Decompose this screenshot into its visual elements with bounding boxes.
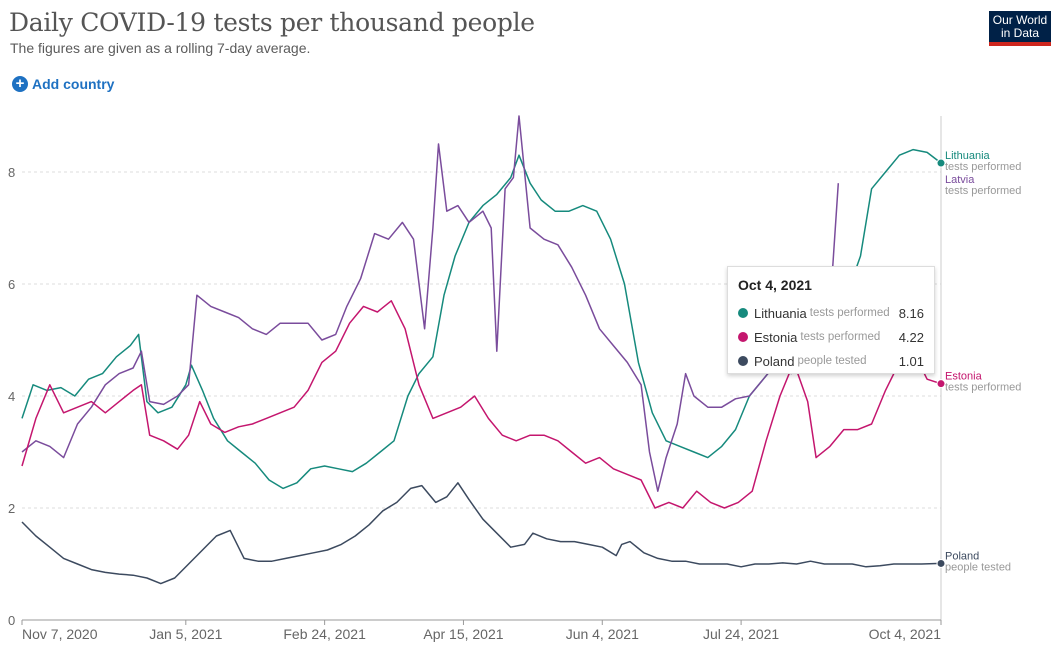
x-tick-label: Jun 4, 2021 bbox=[566, 626, 639, 642]
legend-dot-icon bbox=[738, 308, 748, 318]
grid-lines bbox=[22, 116, 942, 620]
y-tick-label: 0 bbox=[8, 613, 15, 628]
end-label-metric: tests performed bbox=[945, 382, 1021, 394]
tooltip-value: 8.16 bbox=[898, 305, 924, 321]
end-label-poland: Poland bbox=[945, 550, 979, 562]
end-label-latvia: Latvia bbox=[945, 174, 975, 186]
add-country-button[interactable]: + Add country bbox=[12, 76, 114, 92]
end-label-metric: people tested bbox=[945, 561, 1011, 573]
tooltip-value: 1.01 bbox=[898, 353, 924, 369]
plus-circle-icon: + bbox=[12, 76, 28, 92]
tooltip-metric: tests performed bbox=[809, 307, 890, 319]
chart-subtitle: The figures are given as a rolling 7-day… bbox=[10, 40, 311, 56]
y-tick-label: 2 bbox=[8, 501, 15, 516]
logo-line-2: in Data bbox=[1000, 26, 1040, 40]
x-tick-label: Feb 24, 2021 bbox=[283, 626, 366, 642]
y-tick-label: 8 bbox=[8, 165, 15, 180]
x-tick-label: Apr 15, 2021 bbox=[423, 626, 503, 642]
tooltip-row-lithuania: Lithuania tests performed 8.16 bbox=[738, 301, 924, 325]
end-label-lithuania: Lithuania bbox=[945, 150, 991, 162]
x-tick-label: Jul 24, 2021 bbox=[703, 626, 779, 642]
series-end-marker-lithuania bbox=[936, 158, 946, 168]
tooltip-value: 4.22 bbox=[898, 329, 924, 345]
add-country-label: Add country bbox=[32, 76, 115, 92]
owid-logo[interactable]: Our World in Data bbox=[989, 11, 1051, 46]
tooltip-metric: people tested bbox=[797, 355, 867, 367]
y-tick-label: 6 bbox=[8, 277, 15, 292]
series-end-marker-poland bbox=[936, 558, 946, 568]
tooltip-date: Oct 4, 2021 bbox=[738, 277, 812, 293]
tooltip-row-poland: Poland people tested 1.01 bbox=[738, 349, 924, 373]
end-label-metric: tests performed bbox=[945, 185, 1021, 197]
tooltip-country: Lithuania bbox=[754, 305, 807, 321]
end-label-estonia: Estonia bbox=[945, 371, 983, 383]
end-label-metric: tests performed bbox=[945, 161, 1021, 173]
tooltip-metric: tests performed bbox=[800, 331, 881, 343]
series-line-poland bbox=[21, 482, 942, 585]
x-tick-label: Jan 5, 2021 bbox=[149, 626, 222, 642]
x-tick-label: Oct 4, 2021 bbox=[869, 626, 942, 642]
legend-dot-icon bbox=[738, 356, 748, 366]
x-tick-label: Nov 7, 2020 bbox=[22, 626, 98, 642]
tooltip-country: Poland bbox=[754, 353, 795, 369]
series-end-marker-estonia bbox=[936, 379, 946, 389]
logo-line-1: Our World bbox=[992, 13, 1048, 27]
tooltip-row-estonia: Estonia tests performed 4.22 bbox=[738, 325, 924, 349]
chart-title: Daily COVID-19 tests per thousand people bbox=[9, 8, 535, 37]
hover-tooltip: Oct 4, 2021 Lithuania tests performed 8.… bbox=[727, 266, 935, 374]
y-tick-label: 4 bbox=[8, 389, 15, 404]
legend-dot-icon bbox=[738, 332, 748, 342]
axes: 0 2 4 6 8 Nov 7, 2020 Jan 5, 2021 Feb 24, 2021 A… bbox=[8, 165, 942, 642]
series-line-latvia bbox=[21, 115, 840, 492]
tooltip-country: Estonia bbox=[754, 329, 798, 345]
